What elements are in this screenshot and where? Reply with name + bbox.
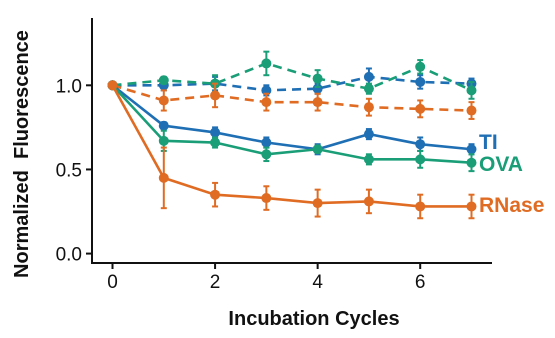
data-point [158,95,169,106]
series-label-ova: OVA [479,153,523,176]
data-point [415,139,426,150]
data-point [466,105,477,116]
data-point [312,97,323,108]
data-point [415,76,426,87]
x-tick-label: 6 [415,272,426,293]
data-point [415,154,426,165]
x-tick-label: 2 [210,272,221,293]
data-point [415,103,426,114]
series-line [111,84,472,208]
data-point [261,58,272,69]
data-point [466,201,477,212]
series-layer [107,50,477,220]
data-point [158,135,169,146]
data-point [210,90,221,101]
data-point [363,129,374,140]
x-tick-label: 0 [107,272,118,293]
series-line [112,62,473,92]
y-tick-label: 0.5 [56,160,82,181]
data-point [261,137,272,148]
data-point [210,189,221,200]
y-tick-label: 0.0 [56,245,82,266]
data-point [107,80,118,91]
y-axis-ticks: 0.0 0.5 1.0 [56,76,92,266]
series-line [111,84,472,151]
series-ova [107,80,477,173]
data-point [210,137,221,148]
series-label-ti: TI [479,131,498,154]
series-rnase-dashed [107,80,477,120]
data-point [415,201,426,212]
data-point [466,144,477,155]
data-point [261,149,272,160]
data-point [363,154,374,165]
data-point [312,73,323,84]
data-point [363,83,374,94]
data-point [158,120,169,131]
x-axis-title: Incubation Cycles [228,308,399,330]
data-point [158,75,169,86]
data-point [363,71,374,82]
series-line [112,84,472,112]
data-point [312,144,323,155]
data-point [261,97,272,108]
series-line [111,84,472,165]
data-point [261,193,272,204]
series-line [112,75,472,92]
series-rnase [107,80,477,220]
y-tick-label: 1.0 [56,76,82,97]
data-point [210,127,221,138]
x-tick-label: 4 [312,272,323,293]
y-axis-title: Normalized Fluorescence [11,30,33,278]
data-point [466,85,477,96]
x-axis-ticks: 0 2 4 6 [107,263,425,293]
data-point [415,61,426,72]
series-label-rnase: RNase [479,194,544,217]
data-point [363,196,374,207]
data-point [363,102,374,113]
data-point [312,198,323,209]
data-point [466,157,477,168]
data-point [158,172,169,183]
